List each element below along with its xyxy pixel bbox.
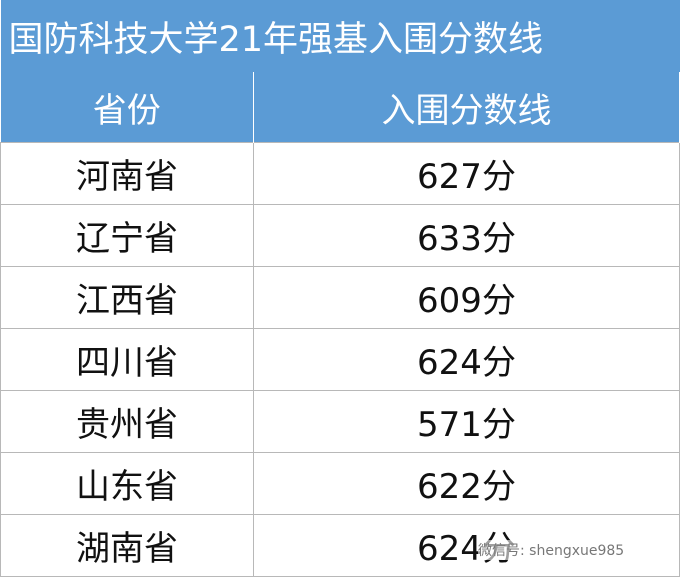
province-cell: 四川省 [0,328,254,391]
table-row: 辽宁省 633分 [0,204,680,267]
header-cell: 省份 [0,72,254,143]
title-row: 国防科技大学21年强基入围分数线 [0,0,680,72]
score-cell: 571分 [253,390,680,453]
table-row: 江西省 609分 [0,266,680,329]
province-cell: 辽宁省 [0,204,254,267]
province-cell: 山东省 [0,452,254,515]
header-row: 省份 入围分数线 [0,72,680,143]
score-cell: 624分 [253,328,680,391]
header-cell: 入围分数线 [253,72,680,143]
score-cell: 633分 [253,204,680,267]
province-cell: 江西省 [0,266,254,329]
table-row: 四川省 624分 [0,328,680,391]
table-row: 河南省 627分 [0,142,680,205]
score-cell: 622分 [253,452,680,515]
province-cell: 河南省 [0,142,254,205]
province-cell: 湖南省 [0,514,254,577]
score-cell: 609分 [253,266,680,329]
province-cell: 贵州省 [0,390,254,453]
score-cell: 627分 [253,142,680,205]
table-row: 贵州省 571分 [0,390,680,453]
table-title: 国防科技大学21年强基入围分数线 [0,0,680,72]
watermark: 微信号: shengxue985 [478,540,625,560]
table-row: 山东省 622分 [0,452,680,515]
